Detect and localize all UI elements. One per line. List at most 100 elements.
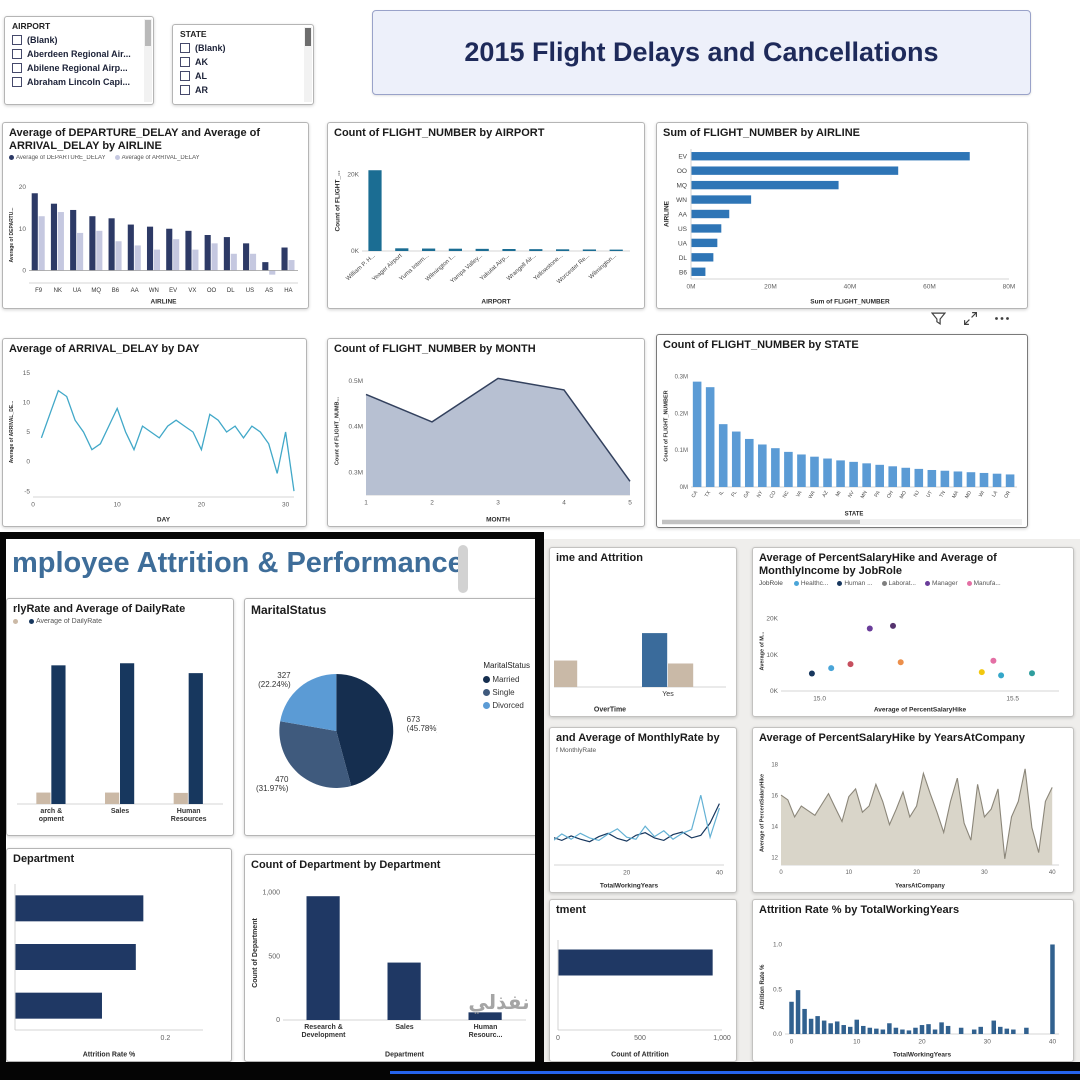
checkbox-icon[interactable] [180,43,190,53]
slicer-item[interactable]: AR [173,83,313,97]
svg-text:OO: OO [677,168,687,175]
hbar-chart-airline[interactable]: 0M 20M 40M 60M 80M Sum of FLIGHT_NUMBER AIRLIN… [661,145,1023,305]
slicer-item-label: AR [195,85,208,95]
legend-item[interactable]: Manager [924,580,958,587]
slicer-item-label: AL [195,71,207,81]
chart-title: tment [556,904,586,916]
chart-legend: MaritalStatus Married Single Divorced [483,661,532,710]
slicer-item[interactable]: Abraham Lincoln Capi... [5,75,153,89]
svg-text:NC: NC [782,490,791,500]
checkbox-icon[interactable] [12,77,22,87]
bar-chart-state[interactable]: 0M 0.1M 0.2M 0.3M STATE Count of FLIGHT_NUMBE… [661,359,1023,517]
svg-text:40: 40 [716,870,724,877]
scrollbar-thumb[interactable] [145,20,151,46]
svg-text:Average of ARRIVAL_DE...: Average of ARRIVAL_DE... [9,400,15,463]
bar-chart-rates[interactable]: arch & opment Sales Human Resources [11,642,229,832]
svg-text:0: 0 [22,268,26,275]
legend-item[interactable]: Human ... [837,579,873,587]
checkbox-icon[interactable] [180,71,190,81]
horizontal-scrollbar[interactable] [662,519,1022,525]
area-chart-salaryhike[interactable]: 12 14 16 18 0 10 20 30 40 YearsAtCompany Average o… [757,755,1067,889]
scrollbar[interactable] [304,27,312,102]
chart-title: rlyRate and Average of DailyRate [13,603,186,615]
slicer-item[interactable]: Aberdeen Regional Air... [5,47,153,61]
slicer-item[interactable]: (Blank) [5,33,153,47]
legend-item[interactable]: Average of DEPARTURE_DELAY [9,155,106,161]
checkbox-icon[interactable] [180,57,190,67]
hbar-chart-attrition-count[interactable]: 0 500 1,000 Count of Attrition [554,932,732,1058]
visual-flights-by-airport: Count of FLIGHT_NUMBER by AIRPORT 0K 20K A… [327,122,645,309]
pie-chart-marital-status[interactable]: 673 (45.78%) 470 (31.97%) 327 (22.24%) [247,627,437,827]
svg-text:20: 20 [913,870,920,876]
svg-text:WN: WN [149,288,159,294]
chart-title: Count of FLIGHT_NUMBER by AIRPORT [334,127,545,139]
svg-text:15.5: 15.5 [1006,696,1019,703]
watermark: نفذلي [453,990,535,1014]
checkbox-icon[interactable] [180,85,190,95]
legend-item[interactable]: Healthc... [793,580,828,587]
frame-divider [535,532,544,1080]
bar-chart-department[interactable]: 0 500 1,000 Department Count of Department Re… [249,878,534,1058]
legend-label: Human ... [844,579,873,587]
svg-text:0.0: 0.0 [773,1031,782,1038]
state-slicer: STATE (Blank) AK AL AR [172,24,314,105]
svg-text:20: 20 [198,502,206,509]
checkbox-icon[interactable] [12,63,22,73]
checkbox-icon[interactable] [12,35,22,45]
svg-text:DL: DL [227,288,235,294]
frame-left [0,532,6,1080]
checkbox-icon[interactable] [12,49,22,59]
slicer-item[interactable]: Abilene Regional Airp... [5,61,153,75]
bar-chart-overtime[interactable]: OverTime Yes [554,581,732,713]
slicer-item[interactable]: AK [173,55,313,69]
visual-hourly-daily-rate: rlyRate and Average of DailyRate Average… [6,598,234,836]
scrollbar-thumb[interactable] [458,545,468,593]
legend-item[interactable]: Married [483,675,532,684]
legend-item[interactable]: Manufa... [966,580,1001,587]
scrollbar-thumb[interactable] [305,28,311,46]
svg-text:WI: WI [978,490,986,498]
svg-text:OverTime: OverTime [594,707,626,714]
svg-text:NK: NK [54,288,62,294]
chart-legend: Average of DEPARTURE_DELAY Average of ARR… [9,155,302,161]
legend-item[interactable]: Average of DailyRate [29,618,102,625]
employee-dashboard-right: ime and Attrition OverTime Yes Average of… [544,539,1080,1062]
slicer-item[interactable]: AL [173,69,313,83]
hbar-chart-attrition-dept[interactable]: 0.2 Attrition Rate % [11,874,227,1058]
svg-text:LA: LA [991,489,1000,498]
legend-item[interactable]: f MonthlyRate [556,747,596,754]
more-options-icon[interactable] [994,310,1010,326]
legend-item[interactable]: Laborat... [881,580,916,587]
legend-item[interactable] [13,618,20,624]
svg-text:DL: DL [679,255,688,262]
svg-text:4: 4 [562,500,566,507]
svg-text:YearsAtCompany: YearsAtCompany [895,884,945,890]
svg-text:AIRLINE: AIRLINE [151,299,178,306]
line-chart-monthlyrate[interactable]: 20 40 TotalWorkingYears [554,773,732,889]
svg-text:AS: AS [265,288,273,294]
bar-chart-attrition-rate[interactable]: 0.0 0.5 1.0 0 10 20 30 40 TotalWorkingYears Attri… [757,932,1067,1058]
legend-label: f MonthlyRate [556,746,597,754]
slicer-item[interactable]: (Blank) [173,41,313,55]
filter-icon[interactable] [930,310,946,326]
chart-title: Average of PercentSalaryHike and Average… [759,552,997,577]
scrollbar[interactable] [144,19,152,102]
svg-text:F9: F9 [35,288,43,294]
visual-header-toolbar [930,310,1010,326]
svg-text:NV: NV [847,489,856,499]
legend-item[interactable]: Single [483,688,532,697]
bar-chart-departure-arrival[interactable]: 0 10 20 AIRLINE Average of DEPARTU... F9 NK UA M… [7,183,302,305]
visual-marital-status: MaritalStatus 673 (45.78%) 470 (31.97%) 327(… [244,598,535,836]
chart-title: Count of Department by Department [251,859,441,871]
scrollbar-thumb[interactable] [662,520,860,524]
focus-mode-icon[interactable] [962,310,978,326]
area-chart-month[interactable]: 0.3M 0.4M 0.5M 1 2 3 4 5 MONTH Count of FLIGHT_NU… [332,359,640,523]
svg-text:AZ: AZ [821,490,829,499]
watermark-text: نفذلي [468,990,530,1014]
legend-dot-icon [483,676,491,683]
scatter-chart-jobrole[interactable]: 0K 10K 20K 15.0 15.5 Average of PercentSalary… [757,607,1067,713]
legend-item[interactable]: Average of ARRIVAL_DELAY [114,155,200,161]
legend-item[interactable]: Divorced [483,701,532,710]
